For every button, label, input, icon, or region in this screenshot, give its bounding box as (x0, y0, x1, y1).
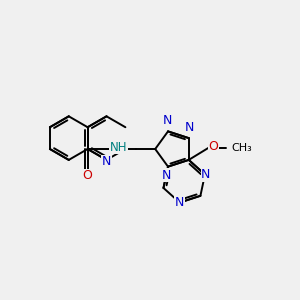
Text: N: N (185, 121, 194, 134)
Text: O: O (208, 140, 218, 153)
Text: N: N (175, 196, 184, 209)
Text: N: N (161, 169, 171, 182)
Text: CH₃: CH₃ (231, 143, 252, 153)
Text: N: N (102, 155, 111, 168)
Text: O: O (83, 169, 93, 182)
Text: NH: NH (110, 140, 127, 154)
Text: N: N (162, 114, 172, 128)
Text: N: N (201, 168, 211, 181)
